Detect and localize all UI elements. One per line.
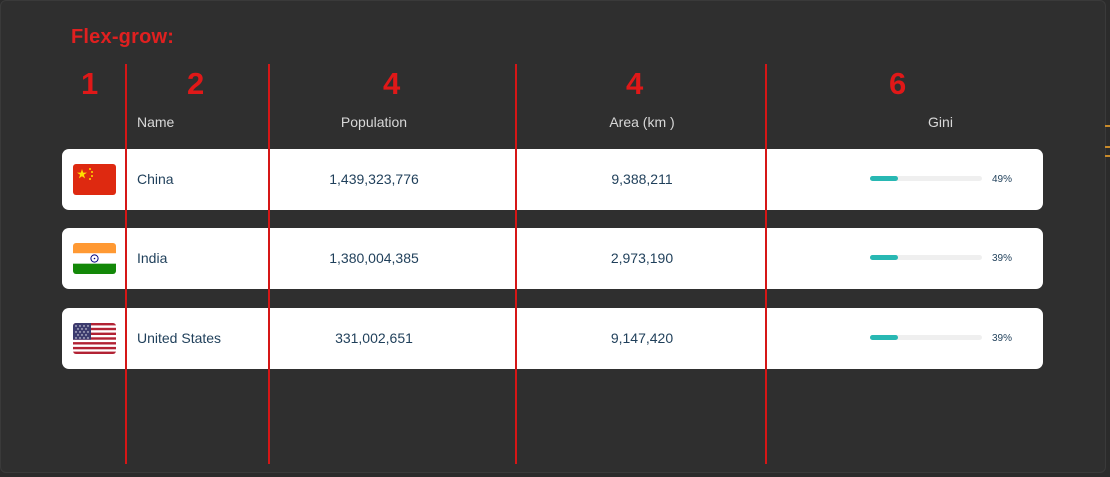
population-value: 1,380,004,385 bbox=[329, 250, 419, 266]
area-value: 2,973,190 bbox=[610, 250, 674, 266]
flex-number-5: 6 bbox=[889, 66, 907, 101]
column-divider bbox=[268, 64, 270, 464]
table-row: China 1,439,323,776 9,388,211 49% bbox=[62, 149, 1043, 210]
column-divider bbox=[765, 64, 767, 464]
gini-bar bbox=[870, 335, 982, 340]
us-flag-icon bbox=[73, 323, 116, 354]
gini-bar-fill bbox=[870, 255, 898, 260]
gini-bar-fill bbox=[870, 176, 898, 181]
header-gini: Gini bbox=[928, 114, 953, 130]
country-name: China bbox=[137, 171, 174, 187]
flex-number-1: 1 bbox=[81, 66, 99, 101]
gini-bar-fill bbox=[870, 335, 898, 340]
table-row: India 1,380,004,385 2,973,190 39% bbox=[62, 228, 1043, 289]
page-title: Flex-grow: bbox=[71, 26, 175, 48]
column-divider bbox=[125, 64, 127, 464]
table-row: United States 331,002,651 9,147,420 39% bbox=[62, 308, 1043, 369]
header-name: Name bbox=[137, 114, 175, 130]
country-name: India bbox=[137, 250, 168, 266]
header-population: Population bbox=[340, 114, 408, 130]
edge-mark bbox=[1105, 146, 1110, 148]
flex-number-2: 2 bbox=[187, 66, 205, 101]
edge-mark bbox=[1105, 125, 1110, 127]
population-value: 331,002,651 bbox=[335, 330, 413, 346]
gini-value: 49% bbox=[992, 174, 1013, 185]
china-flag-icon bbox=[73, 164, 116, 195]
gini-bar bbox=[870, 176, 982, 181]
gini-bar bbox=[870, 255, 982, 260]
gini-value: 39% bbox=[992, 333, 1013, 344]
area-value: 9,147,420 bbox=[610, 330, 674, 346]
column-divider bbox=[515, 64, 517, 464]
header-area: Area (km ) bbox=[609, 114, 675, 130]
flex-number-4: 4 bbox=[626, 66, 644, 101]
edge-mark bbox=[1105, 155, 1110, 157]
gini-value: 39% bbox=[992, 253, 1013, 264]
population-value: 1,439,323,776 bbox=[329, 171, 419, 187]
india-flag-icon bbox=[73, 243, 116, 274]
flex-number-3: 4 bbox=[383, 66, 401, 101]
country-name: United States bbox=[137, 330, 222, 346]
area-value: 9,388,211 bbox=[611, 171, 673, 187]
